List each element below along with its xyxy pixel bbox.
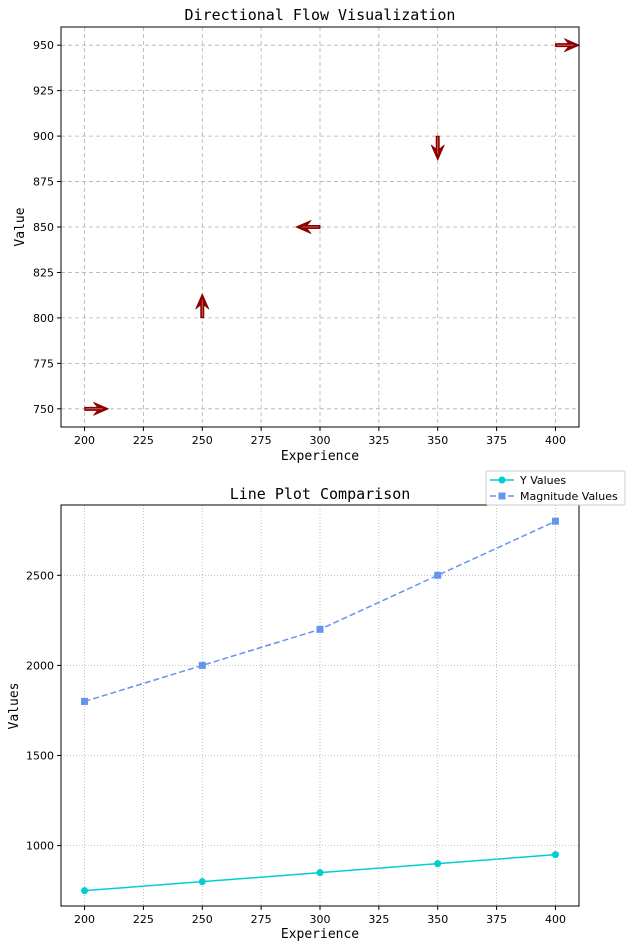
y-tick-label: 850: [33, 221, 54, 234]
x-tick-label: 325: [368, 913, 389, 926]
series-point: [198, 878, 206, 886]
series-point: [316, 625, 324, 633]
quiver-x-ticks: 200 225 250 275 300 325 350 375 400: [74, 427, 566, 447]
legend-marker: [498, 476, 506, 484]
x-tick-label: 300: [310, 434, 331, 447]
y-tick-label: 800: [33, 312, 54, 325]
y-tick-label: 1500: [26, 750, 54, 763]
series-point: [81, 697, 89, 705]
series-point: [434, 571, 442, 579]
quiver-arrow: [195, 293, 210, 319]
x-tick-label: 375: [486, 434, 507, 447]
series-point: [316, 869, 324, 877]
y-tick-label: 900: [33, 130, 54, 143]
legend-marker: [498, 492, 506, 500]
x-tick-label: 275: [251, 913, 272, 926]
quiver-arrow: [295, 220, 321, 234]
y-tick-label: 950: [33, 39, 54, 52]
x-tick-label: 350: [427, 434, 448, 447]
quiver-chart: Directional Flow Visualization 200 225 250…: [13, 6, 580, 464]
quiver-arrow: [84, 401, 109, 416]
line-chart-legend: Y Values Magnitude Values: [485, 470, 626, 506]
line-chart-grid: [61, 505, 579, 906]
x-tick-label: 300: [310, 913, 331, 926]
y-tick-label: 1000: [26, 840, 54, 853]
line-chart-title: Line Plot Comparison: [230, 485, 411, 503]
quiver-arrows: [84, 38, 580, 416]
quiver-chart-grid: [61, 27, 579, 427]
quiver-chart-title: Directional Flow Visualization: [185, 6, 456, 24]
series-point: [551, 517, 559, 525]
line-x-axis-label: Experience: [281, 927, 359, 942]
x-tick-label: 225: [133, 434, 154, 447]
y-tick-label: 2500: [26, 569, 54, 582]
series-point: [81, 887, 89, 895]
quiver-y-ticks: 750 775 800 825 850 875 900 925 950: [33, 39, 61, 416]
y-tick-label: 2000: [26, 659, 54, 672]
x-tick-label: 325: [368, 434, 389, 447]
line-y-axis-label: Values: [7, 683, 22, 730]
series-point: [434, 860, 442, 868]
y-tick-label: 825: [33, 266, 54, 279]
x-tick-label: 225: [133, 913, 154, 926]
legend-box: [485, 470, 626, 506]
x-tick-label: 375: [486, 913, 507, 926]
x-tick-label: 400: [545, 913, 566, 926]
series-line-1: [84, 520, 556, 703]
quiver-arrow: [555, 38, 580, 53]
line-x-ticks: 200 225 250 275 300 325 350 375 400: [74, 906, 566, 926]
line-chart: Line Plot Comparison 200 225 250 275 300 325 3…: [7, 470, 626, 942]
x-tick-label: 200: [74, 913, 95, 926]
line-y-ticks: 1000 1500 2000 2500: [26, 569, 61, 853]
y-tick-label: 750: [33, 403, 54, 416]
line-series-group: [81, 517, 559, 895]
series-point: [551, 851, 559, 859]
x-tick-label: 400: [545, 434, 566, 447]
x-tick-label: 275: [251, 434, 272, 447]
x-tick-label: 350: [427, 913, 448, 926]
quiver-y-axis-label: Value: [13, 207, 28, 246]
y-tick-label: 775: [33, 357, 54, 370]
x-tick-label: 250: [192, 913, 213, 926]
quiver-x-axis-label: Experience: [281, 449, 359, 464]
series-point: [198, 661, 206, 669]
quiver-arrow: [430, 135, 445, 161]
legend-label: Y Values: [519, 474, 566, 487]
x-tick-label: 250: [192, 434, 213, 447]
y-tick-label: 925: [33, 85, 54, 98]
x-tick-label: 200: [74, 434, 95, 447]
legend-label: Magnitude Values: [520, 490, 618, 503]
y-tick-label: 875: [33, 176, 54, 189]
